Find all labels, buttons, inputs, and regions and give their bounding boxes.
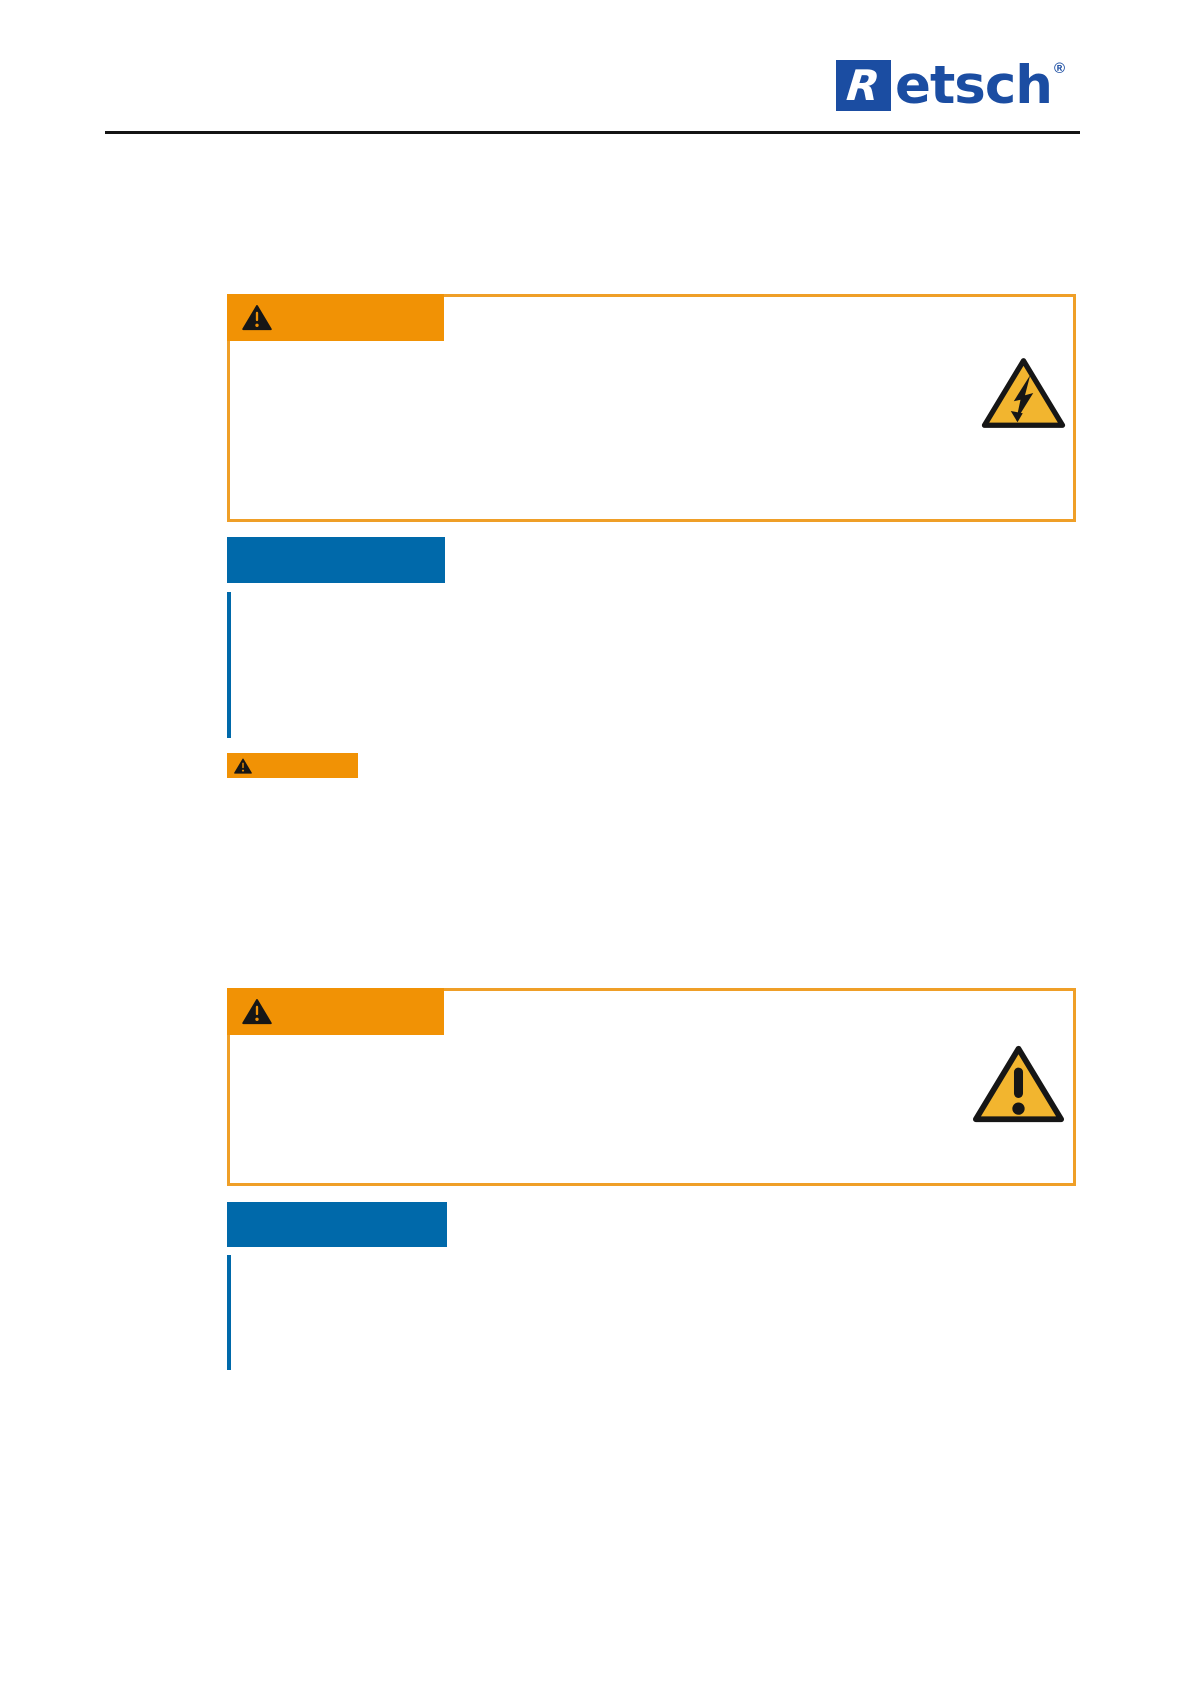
exclamation-bar bbox=[1013, 1067, 1024, 1098]
exclamation-dot bbox=[255, 323, 259, 327]
exclamation-dot bbox=[255, 1017, 259, 1021]
exclamation-dot bbox=[241, 769, 245, 772]
warning-triangle-icon bbox=[242, 999, 272, 1025]
note-margin-line bbox=[227, 1255, 231, 1370]
warning-triangle-icon bbox=[234, 758, 252, 774]
note-margin-line bbox=[227, 592, 231, 738]
notice-header-bar bbox=[227, 537, 445, 583]
exclamation-bar bbox=[255, 311, 259, 322]
exclamation-bar bbox=[255, 1005, 259, 1016]
retsch-logo-letter: R bbox=[844, 60, 883, 110]
notice-header-bar bbox=[227, 1202, 447, 1247]
warning-box-header-bar bbox=[227, 988, 444, 1035]
exclamation-bar bbox=[242, 762, 244, 768]
warning-box-electrical bbox=[227, 294, 1076, 522]
warning-triangle-icon bbox=[242, 305, 272, 331]
lightning-arrowhead bbox=[1010, 411, 1023, 423]
retsch-logo-square: R bbox=[836, 60, 891, 111]
lightning-bolt-glyph bbox=[1013, 375, 1034, 421]
exclamation-dot bbox=[1012, 1102, 1025, 1115]
retsch-logo: R etsch ® bbox=[836, 55, 1066, 116]
high-voltage-icon bbox=[981, 358, 1066, 428]
registered-trademark: ® bbox=[1053, 60, 1066, 77]
general-warning-icon bbox=[972, 1045, 1065, 1123]
header-rule bbox=[105, 131, 1080, 134]
warning-box-header-bar bbox=[227, 294, 444, 341]
retsch-logo-wordmark: etsch bbox=[895, 55, 1053, 116]
warning-box-general bbox=[227, 988, 1076, 1186]
caution-inline-label bbox=[227, 753, 358, 778]
